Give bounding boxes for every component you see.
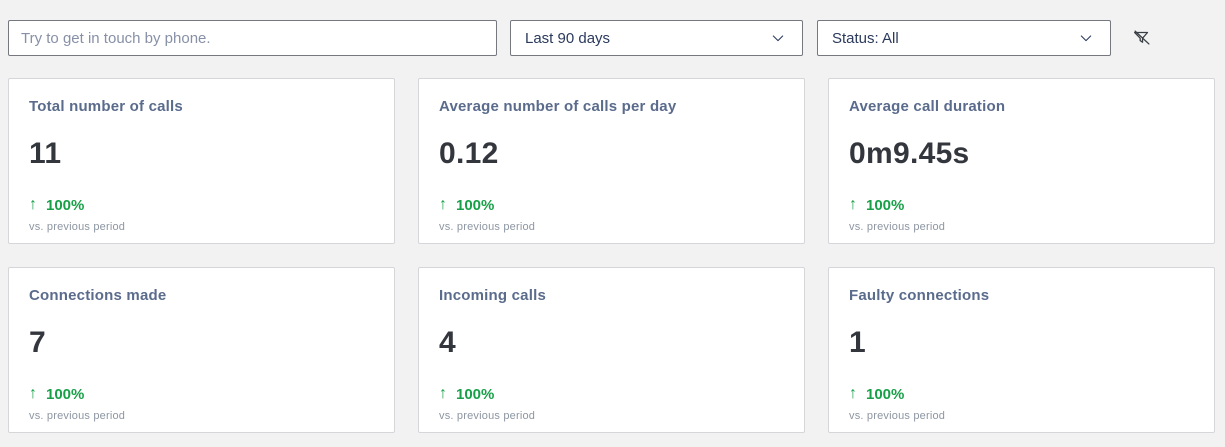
trend-up-arrow-icon: ↑ (849, 196, 857, 213)
card-title: Connections made (29, 287, 167, 304)
search-input[interactable] (8, 20, 497, 56)
stat-card-total-calls: Total number of calls 11 ↑ 100% vs. prev… (8, 78, 395, 244)
chevron-down-icon (1078, 30, 1094, 46)
trend-up-arrow-icon: ↑ (29, 196, 37, 213)
stat-card-avg-calls-per-day: Average number of calls per day 0.12 ↑ 1… (418, 78, 805, 244)
date-range-value: Last 90 days (525, 29, 611, 47)
card-value: 1 (849, 326, 866, 359)
card-trend: ↑ 100% (439, 196, 784, 214)
stats-grid: Total number of calls 11 ↑ 100% vs. prev… (8, 78, 1215, 433)
card-value: 0m9.45s (849, 137, 970, 170)
filters-toolbar: Last 90 days Status: All (8, 20, 1215, 56)
filter-off-icon (1131, 27, 1153, 49)
stat-card-faulty-connections: Faulty connections 1 ↑ 100% vs. previous… (828, 267, 1215, 433)
card-note: vs. previous period (439, 410, 536, 422)
date-range-select[interactable]: Last 90 days (510, 20, 803, 56)
card-note: vs. previous period (439, 221, 536, 233)
stat-card-avg-call-duration: Average call duration 0m9.45s ↑ 100% vs.… (828, 78, 1215, 244)
card-title: Incoming calls (439, 287, 546, 304)
card-note: vs. previous period (849, 221, 946, 233)
status-value: Status: All (832, 29, 899, 47)
trend-percent: 100% (866, 196, 905, 214)
chevron-down-icon (770, 30, 786, 46)
card-note: vs. previous period (849, 410, 946, 422)
trend-percent: 100% (456, 385, 495, 403)
card-value: 4 (439, 326, 456, 359)
trend-percent: 100% (46, 196, 85, 214)
card-value: 7 (29, 326, 46, 359)
card-trend: ↑ 100% (849, 196, 1194, 214)
trend-up-arrow-icon: ↑ (849, 385, 857, 402)
card-note: vs. previous period (29, 410, 126, 422)
card-value: 11 (29, 137, 62, 170)
card-trend: ↑ 100% (29, 385, 374, 403)
card-value: 0.12 (439, 137, 499, 170)
stat-card-incoming-calls: Incoming calls 4 ↑ 100% vs. previous per… (418, 267, 805, 433)
trend-percent: 100% (456, 196, 495, 214)
card-title: Total number of calls (29, 98, 183, 115)
card-title: Faulty connections (849, 287, 990, 304)
clear-filters-button[interactable] (1122, 20, 1162, 56)
status-select[interactable]: Status: All (817, 20, 1111, 56)
card-trend: ↑ 100% (29, 196, 374, 214)
card-title: Average number of calls per day (439, 98, 677, 115)
card-trend: ↑ 100% (849, 385, 1194, 403)
stat-card-connections-made: Connections made 7 ↑ 100% vs. previous p… (8, 267, 395, 433)
trend-percent: 100% (46, 385, 85, 403)
trend-percent: 100% (866, 385, 905, 403)
card-note: vs. previous period (29, 221, 126, 233)
trend-up-arrow-icon: ↑ (29, 385, 37, 402)
trend-up-arrow-icon: ↑ (439, 385, 447, 402)
card-title: Average call duration (849, 98, 1006, 115)
trend-up-arrow-icon: ↑ (439, 196, 447, 213)
card-trend: ↑ 100% (439, 385, 784, 403)
